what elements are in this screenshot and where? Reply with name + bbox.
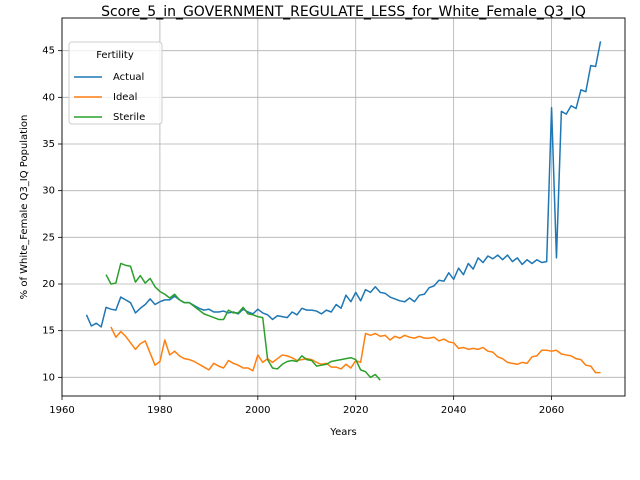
- y-tick-label: 40: [42, 92, 55, 103]
- grid: [61, 18, 625, 396]
- x-tick-label: 2000: [245, 405, 270, 416]
- x-tick-label: 2040: [441, 405, 466, 416]
- y-axis-label: % of White_Female Q3_IQ Population: [19, 115, 30, 300]
- x-axis-ticks: 1960 1980 2000 2020 2040 2060: [49, 396, 564, 416]
- x-tick-label: 1960: [49, 405, 74, 416]
- x-tick-label: 2020: [343, 405, 368, 416]
- legend-label-actual: Actual: [113, 72, 144, 83]
- legend-title: Fertility: [96, 50, 134, 61]
- series-lines: [85, 41, 602, 381]
- y-tick-label: 35: [42, 139, 55, 150]
- y-tick-label: 25: [42, 232, 55, 243]
- x-axis-label: Years: [329, 427, 356, 438]
- axes-frame: [61, 17, 626, 397]
- y-tick-label: 15: [42, 326, 55, 337]
- legend: Fertility Actual Ideal Sterile: [68, 41, 163, 125]
- y-axis-ticks: 10 15 20 25 30 35 40 45: [42, 46, 62, 383]
- legend-box: [68, 41, 163, 125]
- y-tick-label: 10: [42, 372, 55, 383]
- x-tick-label: 1980: [147, 405, 172, 416]
- legend-label-sterile: Sterile: [113, 112, 145, 123]
- series-line-actual: [85, 41, 602, 328]
- series-line-sterile: [105, 262, 381, 381]
- y-tick-label: 30: [42, 186, 55, 197]
- y-tick-label: 20: [42, 279, 55, 290]
- chart-title: Score_5_in_GOVERNMENT_REGULATE_LESS_for_…: [101, 4, 586, 20]
- x-tick-label: 2060: [539, 405, 564, 416]
- y-tick-label: 45: [42, 46, 55, 57]
- legend-label-ideal: Ideal: [113, 92, 137, 103]
